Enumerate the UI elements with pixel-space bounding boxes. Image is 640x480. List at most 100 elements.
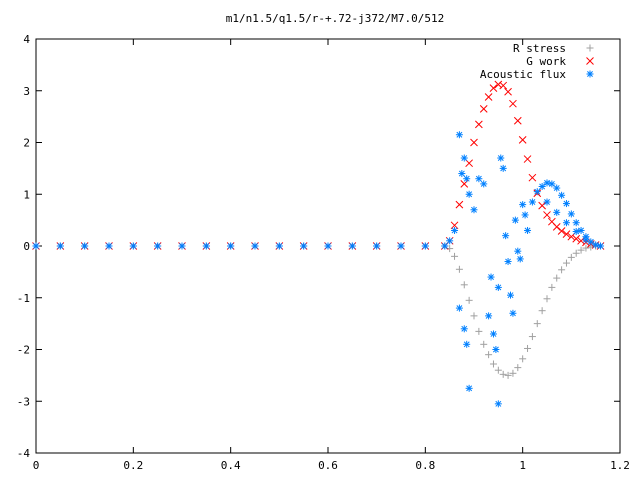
- acoustic-flux-point: [528, 198, 536, 206]
- acoustic-flux-point: [519, 201, 527, 209]
- g-work-point: [465, 159, 473, 168]
- acoustic-flux-point: [324, 242, 332, 250]
- acoustic-flux-point: [475, 175, 483, 183]
- acoustic-flux-point: [81, 242, 89, 250]
- g-work-point: [543, 211, 551, 219]
- r-stress-point: [519, 355, 527, 363]
- acoustic-flux-point: [553, 208, 561, 216]
- acoustic-flux-point: [509, 309, 517, 317]
- r-stress-point: [514, 364, 522, 372]
- g-work-point: [509, 99, 517, 108]
- legend-label: G work: [526, 55, 566, 68]
- y-tick-label: 0: [23, 240, 30, 253]
- acoustic-flux-point: [502, 232, 510, 240]
- r-stress-point: [451, 252, 459, 260]
- acoustic-flux-point: [465, 384, 473, 392]
- g-work-point: [518, 136, 527, 144]
- acoustic-flux-point: [348, 242, 356, 250]
- g-work-point: [513, 116, 522, 125]
- r-stress-point: [538, 307, 546, 315]
- x-tick-label: 0.6: [318, 459, 338, 472]
- acoustic-flux-point: [56, 242, 64, 250]
- acoustic-flux-point: [504, 258, 512, 266]
- acoustic-flux-point: [514, 247, 522, 255]
- acoustic-flux-point: [397, 242, 405, 250]
- g-work-point: [552, 222, 561, 231]
- acoustic-flux-point: [572, 228, 580, 236]
- acoustic-flux-point: [455, 304, 463, 312]
- acoustic-flux-point: [543, 179, 551, 187]
- r-stress-point: [470, 312, 478, 320]
- r-stress-point: [582, 244, 590, 252]
- acoustic-flux-point: [497, 154, 505, 162]
- acoustic-flux-point: [511, 216, 519, 224]
- acoustic-flux-point: [460, 154, 468, 162]
- legend-marker: [586, 44, 594, 52]
- x-tick-label: 1: [519, 459, 526, 472]
- acoustic-flux-point: [373, 242, 381, 250]
- r-stress-point: [577, 246, 585, 254]
- acoustic-flux-point: [251, 242, 259, 250]
- data-marks: [32, 80, 605, 408]
- g-work-point: [484, 93, 493, 101]
- g-work-point: [504, 87, 512, 96]
- r-stress-point: [485, 351, 493, 359]
- y-tick-label: 3: [23, 85, 30, 98]
- g-work-point: [455, 200, 464, 209]
- r-stress-point: [548, 283, 556, 291]
- r-stress-point: [524, 344, 532, 352]
- r-stress-point: [499, 370, 507, 378]
- g-work-point: [577, 236, 585, 245]
- acoustic-flux-point: [492, 346, 500, 353]
- g-work-point: [567, 232, 576, 241]
- g-work-point: [523, 155, 532, 163]
- r-stress-point: [543, 295, 551, 303]
- axis-ticks: 0 0.2 0.4 0.6 0.8 1 1.2 4 3 2 1 0 -1 -2 -3 -4: [17, 33, 630, 472]
- acoustic-flux-point: [567, 210, 575, 218]
- acoustic-flux-point: [463, 175, 471, 183]
- r-stress-point: [572, 249, 580, 257]
- r-stress-point: [465, 296, 473, 304]
- acoustic-flux-point: [470, 206, 478, 214]
- acoustic-flux-point: [507, 291, 514, 299]
- acoustic-flux-point: [485, 312, 493, 320]
- acoustic-flux-point: [592, 241, 600, 249]
- acoustic-flux-point: [524, 226, 532, 234]
- acoustic-flux-point: [533, 188, 541, 196]
- acoustic-flux-point: [521, 211, 529, 219]
- acoustic-flux-point: [451, 226, 459, 234]
- r-stress-point: [504, 371, 512, 379]
- r-stress-point: [480, 340, 488, 348]
- acoustic-flux-point: [465, 190, 473, 198]
- r-stress-point: [558, 266, 566, 274]
- acoustic-flux-point: [421, 242, 429, 250]
- acoustic-flux-point: [463, 340, 471, 348]
- acoustic-flux-point: [558, 191, 566, 199]
- r-stress-point: [567, 253, 575, 261]
- acoustic-flux-point: [494, 283, 502, 291]
- y-tick-label: -4: [17, 447, 31, 460]
- x-tick-label: 1.2: [610, 459, 630, 472]
- g-work-point: [479, 105, 488, 113]
- acoustic-flux-point: [178, 242, 186, 250]
- r-stress-point: [455, 265, 463, 273]
- acoustic-flux-point: [32, 242, 40, 250]
- acoustic-flux-point: [538, 182, 546, 190]
- g-work-point: [494, 80, 503, 89]
- acoustic-flux-point: [543, 198, 551, 206]
- legend-marker: [586, 57, 594, 65]
- y-tick-label: 4: [23, 33, 30, 46]
- g-work-point: [572, 234, 581, 243]
- acoustic-flux-point: [154, 242, 162, 250]
- r-stress-point: [533, 320, 541, 328]
- acoustic-flux-point: [499, 164, 507, 172]
- r-stress-point: [509, 369, 517, 377]
- acoustic-flux-point: [441, 242, 449, 250]
- chart-title: m1/n1.5/q1.5/r-+.72-j372/M7.0/512: [226, 12, 445, 25]
- acoustic-flux-point: [446, 237, 454, 245]
- g-work-point: [538, 201, 546, 210]
- y-tick-label: 1: [23, 188, 30, 201]
- g-work-point: [528, 173, 537, 182]
- acoustic-flux-point: [202, 242, 210, 250]
